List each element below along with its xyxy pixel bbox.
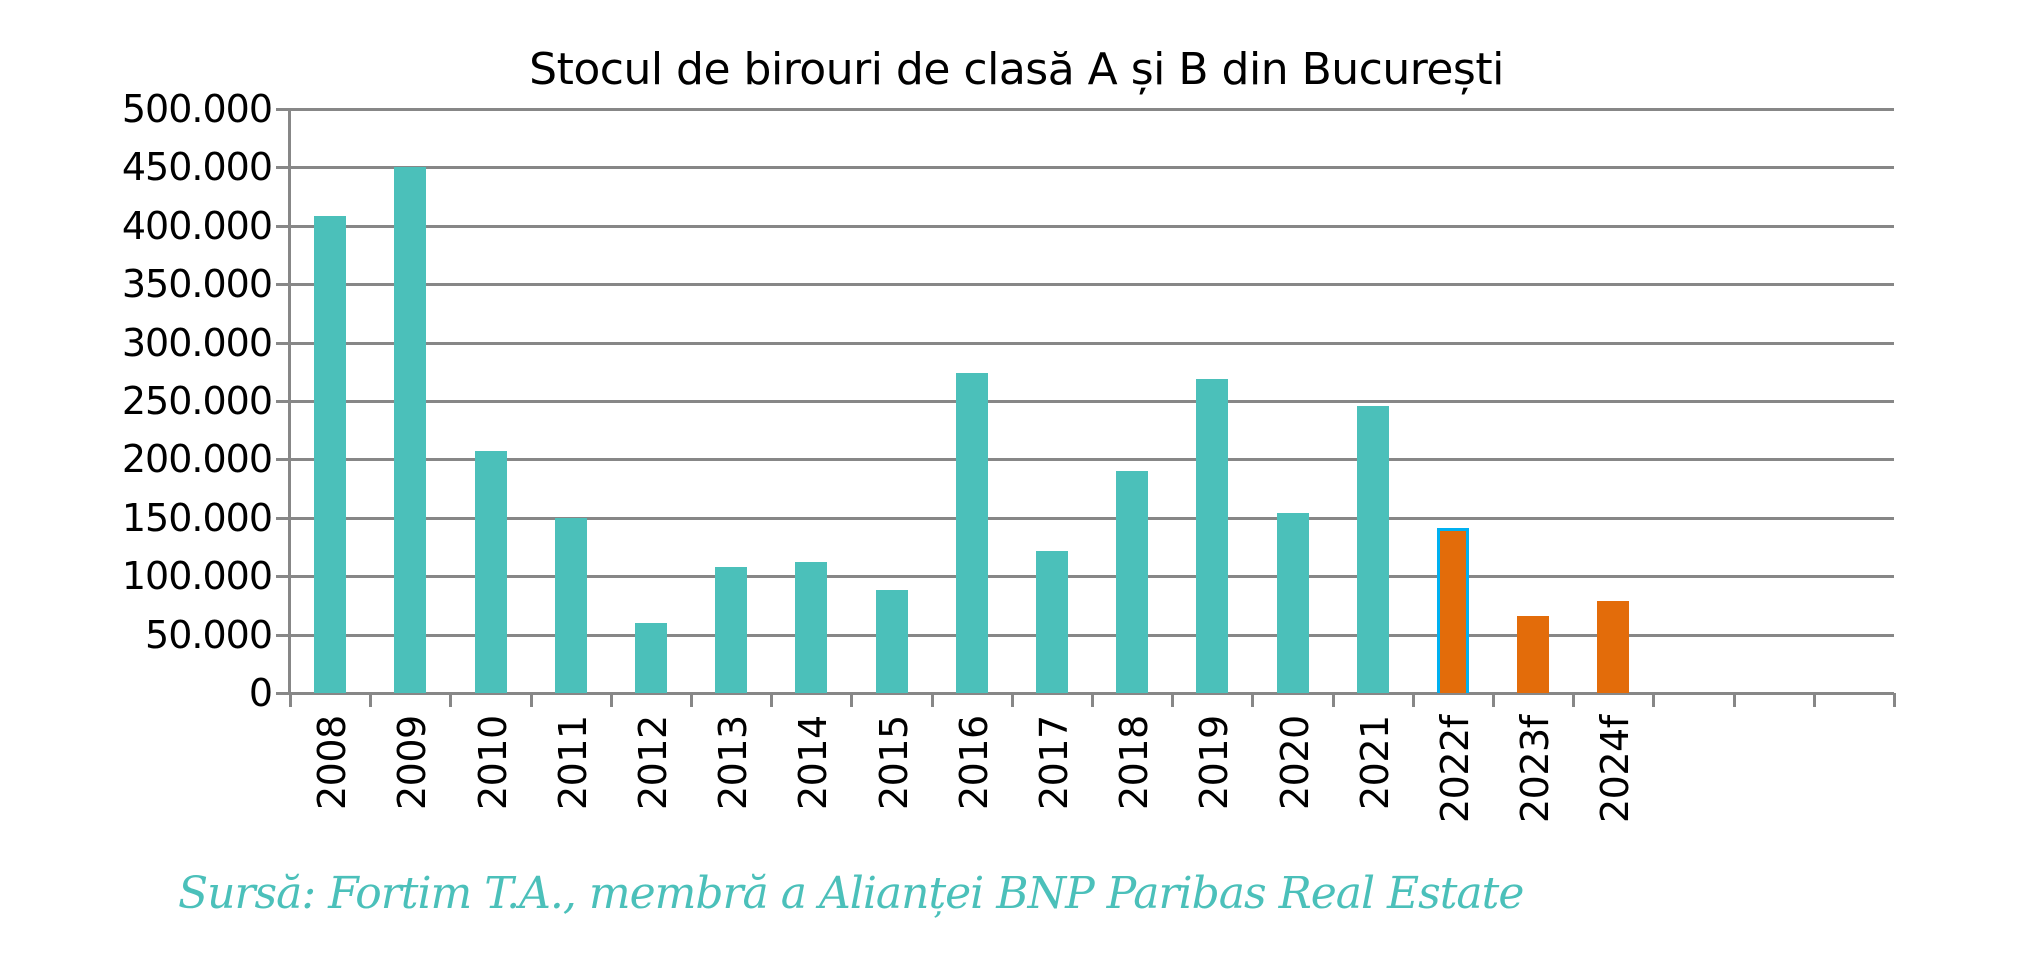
x-tick	[1171, 693, 1175, 707]
y-tick-label: 450.000	[121, 145, 273, 190]
y-tick-label: 250.000	[121, 379, 273, 423]
bar-2024f	[1597, 600, 1630, 693]
x-tick-label: 2022f	[1432, 715, 1477, 823]
y-tick-label: 350.000	[121, 262, 273, 307]
x-tick	[1411, 693, 1415, 707]
x-tick-label: 2016	[951, 715, 996, 810]
x-tick-label: 2021	[1352, 715, 1397, 810]
bar-2013	[715, 566, 748, 693]
x-tick	[449, 693, 453, 707]
x-tick	[770, 693, 774, 707]
x-tick	[1492, 693, 1495, 707]
bar-2014	[795, 562, 828, 693]
y-tick-label: 300.000	[121, 320, 273, 365]
x-tick	[369, 693, 373, 707]
x-tick	[1732, 693, 1736, 707]
bar-2020	[1276, 513, 1309, 693]
y-tick-label: 500.000	[121, 87, 273, 131]
x-tick	[1251, 693, 1255, 707]
x-tick-label: 2017	[1031, 715, 1076, 810]
gridline	[276, 400, 1894, 403]
x-tick	[1893, 693, 1896, 707]
bar-2012	[634, 622, 667, 693]
y-tick-label: 400.000	[121, 203, 273, 248]
gridline	[276, 341, 1894, 345]
bar-2015	[875, 590, 908, 693]
gridline	[276, 108, 1894, 111]
x-tick-label: 2023f	[1513, 715, 1558, 823]
x-tick	[1812, 693, 1816, 707]
x-tick	[1572, 693, 1576, 707]
bar-2017	[1035, 550, 1068, 693]
y-tick-label: 50.000	[145, 612, 273, 657]
y-tick-label: 200.000	[121, 437, 273, 482]
gridline	[276, 458, 1894, 462]
x-tick	[529, 693, 533, 707]
x-tick-label: 2013	[711, 715, 756, 810]
x-tick-label: 2012	[630, 715, 675, 810]
chart-title: Stocul de birouri de clasă A și B din Bu…	[529, 44, 1504, 95]
bar-2008	[314, 216, 347, 693]
x-tick	[930, 693, 934, 707]
bar-2019	[1196, 378, 1229, 693]
plot-area: 0 50.000 100.000 150.000 200.000 250.000 300.0…	[122, 87, 1896, 823]
bar-2021	[1356, 405, 1389, 693]
x-tick-label: 2024f	[1593, 715, 1638, 823]
bar-2016	[955, 372, 988, 693]
bar-2018	[1116, 471, 1149, 693]
gridline	[276, 516, 1894, 520]
bar-2022f	[1436, 528, 1469, 693]
x-tick-label: 2020	[1272, 715, 1317, 810]
gridline	[276, 283, 1894, 287]
x-tick-label: 2019	[1192, 715, 1237, 810]
gridline	[276, 166, 1894, 170]
x-tick-label: 2009	[390, 715, 435, 810]
bar-2011	[554, 517, 587, 693]
x-tick-label: 2018	[1112, 715, 1157, 810]
x-tick-label: 2011	[550, 715, 595, 810]
x-tick	[609, 693, 613, 707]
gridline	[276, 633, 1894, 637]
x-tick-label: 2014	[791, 715, 836, 810]
gridline	[276, 224, 1894, 228]
y-tick-label: 0	[248, 671, 273, 715]
x-tick	[289, 693, 292, 707]
x-tick	[1652, 693, 1656, 707]
bar-2023f	[1517, 615, 1550, 693]
bar-2009	[394, 167, 427, 693]
x-tick	[1331, 693, 1335, 707]
x-tick	[1091, 693, 1094, 707]
x-tick	[690, 693, 693, 707]
gridline	[276, 575, 1894, 579]
x-tick-label: 2008	[310, 715, 355, 810]
y-tick-label: 150.000	[121, 495, 273, 540]
x-tick-label: 2015	[871, 715, 916, 810]
x-tick-label: 2010	[470, 715, 515, 810]
y-tick-label: 100.000	[121, 554, 273, 599]
source-caption: Sursă: Fortim T.A., membră a Alianței BN…	[178, 868, 1524, 919]
gridline	[276, 692, 1894, 695]
x-tick	[1010, 693, 1014, 707]
x-tick	[850, 693, 854, 707]
bar-2010	[474, 451, 507, 693]
